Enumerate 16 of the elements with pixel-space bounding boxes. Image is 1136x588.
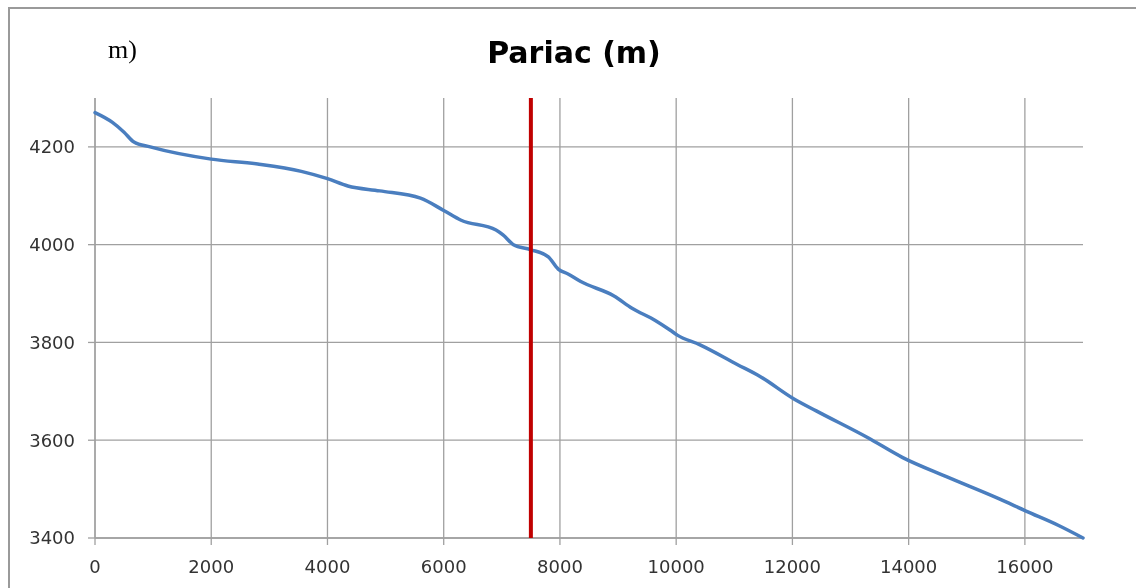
y-tick-label: 3600 (29, 429, 75, 451)
y-tick-label: 3400 (29, 527, 75, 549)
chart-title: Pariac (m) (487, 35, 661, 70)
text: m) (108, 35, 137, 64)
x-tick-label: 14000 (880, 556, 938, 577)
y-tick-label: 3800 (29, 331, 75, 353)
x-tick-label: 4000 (304, 556, 351, 577)
x-tick-label: 6000 (420, 556, 467, 577)
x-tick-label: 12000 (763, 556, 822, 577)
y-tick-label: 4000 (29, 233, 75, 255)
x-tick-label: 16000 (996, 556, 1054, 577)
x-tick-label: 8000 (537, 556, 583, 577)
y-tick-label: 4200 (29, 136, 75, 158)
x-tick-label: 0 (89, 556, 101, 577)
x-tick-label: 2000 (188, 556, 235, 577)
x-tick-label: 10000 (647, 556, 705, 577)
